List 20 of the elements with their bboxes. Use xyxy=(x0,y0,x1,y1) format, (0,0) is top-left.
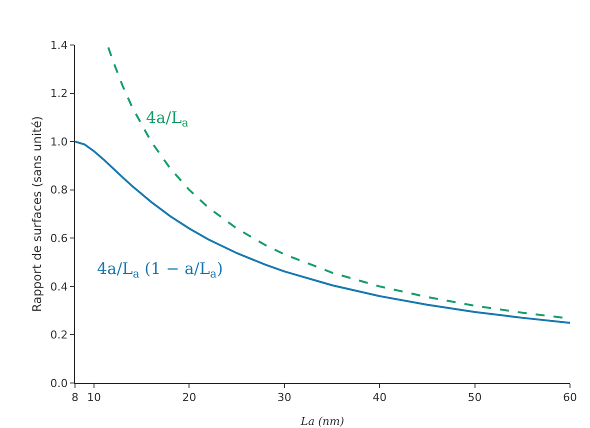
x-tick-label: 40 xyxy=(372,391,387,404)
line-series xyxy=(75,140,570,324)
y-tick-label: 0.2 xyxy=(50,328,68,342)
y-tick-label: 1.0 xyxy=(50,135,68,148)
y-tick-label: 1.2 xyxy=(50,87,68,100)
y-tick-label: 1.4 xyxy=(50,38,68,52)
y-tick-label: 0.6 xyxy=(50,232,68,245)
x-tick-label: 8 xyxy=(72,391,78,404)
series-label: 4a/L$_{a}$ (1 − a/L$_{a}$) xyxy=(97,259,223,280)
y-tick-label: 0.4 xyxy=(50,280,68,294)
x-tick-label: 60 xyxy=(563,391,577,404)
x-tick-label: 20 xyxy=(182,391,196,404)
y-axis-title: Rapport de surfaces (sans unité) xyxy=(30,116,44,312)
x-tick-label: 50 xyxy=(468,391,482,404)
x-tick-label: 30 xyxy=(277,391,292,404)
series-label: 4a/L$_{a}$ xyxy=(146,108,189,130)
x-axis-title: La (nm) xyxy=(300,415,344,428)
y-tick-label: 0.0 xyxy=(50,376,68,390)
x-tick-label: 10 xyxy=(87,391,102,404)
y-tick-label: 0.8 xyxy=(50,184,68,197)
